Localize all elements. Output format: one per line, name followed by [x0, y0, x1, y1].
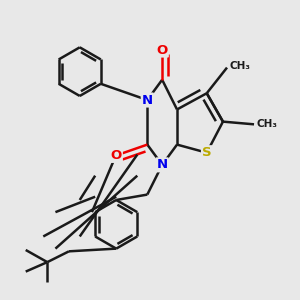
Text: CH₃: CH₃	[257, 119, 278, 129]
Text: N: N	[142, 94, 153, 106]
Text: CH₃: CH₃	[230, 61, 251, 71]
Text: N: N	[157, 158, 168, 171]
Text: S: S	[202, 146, 211, 159]
Text: O: O	[157, 44, 168, 56]
Text: O: O	[111, 149, 122, 162]
